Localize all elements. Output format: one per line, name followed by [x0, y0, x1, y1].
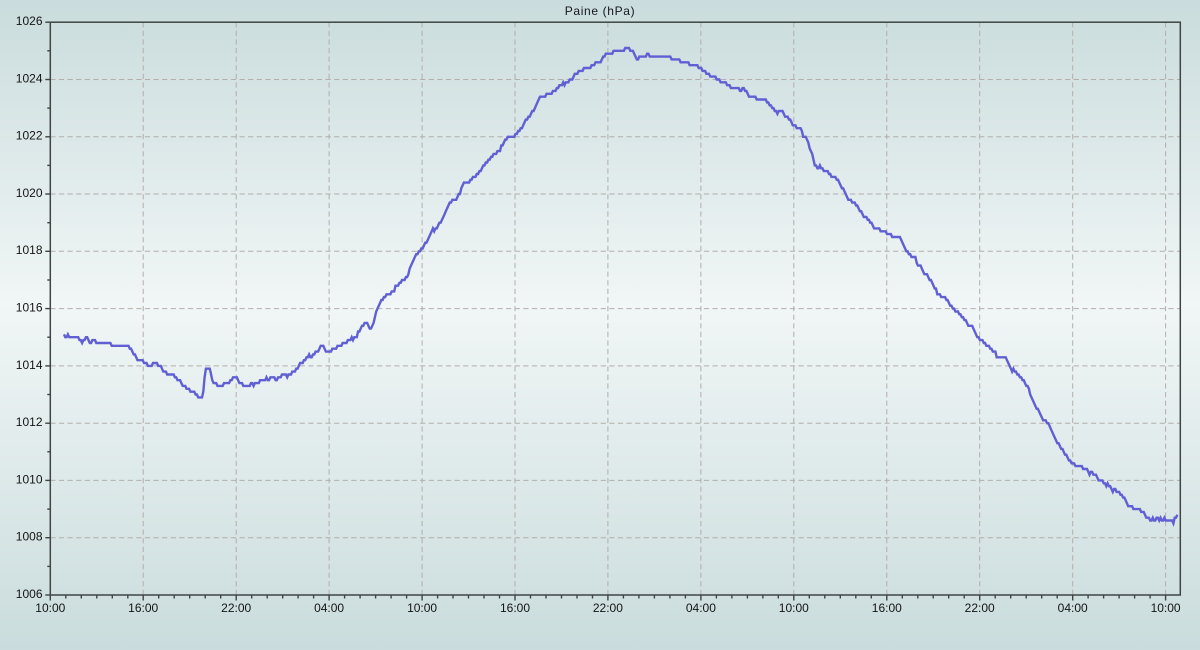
svg-text:1008: 1008: [16, 530, 43, 544]
svg-text:Paine (hPa): Paine (hPa): [565, 4, 636, 18]
svg-text:16:00: 16:00: [500, 601, 530, 615]
svg-text:1014: 1014: [16, 358, 43, 372]
svg-text:10:00: 10:00: [1151, 601, 1181, 615]
svg-text:1006: 1006: [16, 587, 43, 601]
svg-text:04:00: 04:00: [686, 601, 716, 615]
svg-text:22:00: 22:00: [221, 601, 251, 615]
svg-text:1016: 1016: [16, 301, 43, 315]
svg-text:1024: 1024: [16, 71, 43, 85]
svg-text:16:00: 16:00: [128, 601, 158, 615]
svg-text:04:00: 04:00: [314, 601, 344, 615]
svg-text:1010: 1010: [16, 472, 43, 486]
svg-text:1012: 1012: [16, 415, 43, 429]
svg-text:22:00: 22:00: [965, 601, 995, 615]
svg-text:10:00: 10:00: [35, 601, 65, 615]
svg-text:22:00: 22:00: [593, 601, 623, 615]
svg-text:04:00: 04:00: [1058, 601, 1088, 615]
svg-text:1018: 1018: [16, 243, 43, 257]
svg-text:10:00: 10:00: [407, 601, 437, 615]
svg-text:1026: 1026: [16, 14, 43, 28]
svg-text:10:00: 10:00: [779, 601, 809, 615]
svg-text:16:00: 16:00: [872, 601, 902, 615]
svg-text:1020: 1020: [16, 186, 43, 200]
svg-text:1022: 1022: [16, 129, 43, 143]
